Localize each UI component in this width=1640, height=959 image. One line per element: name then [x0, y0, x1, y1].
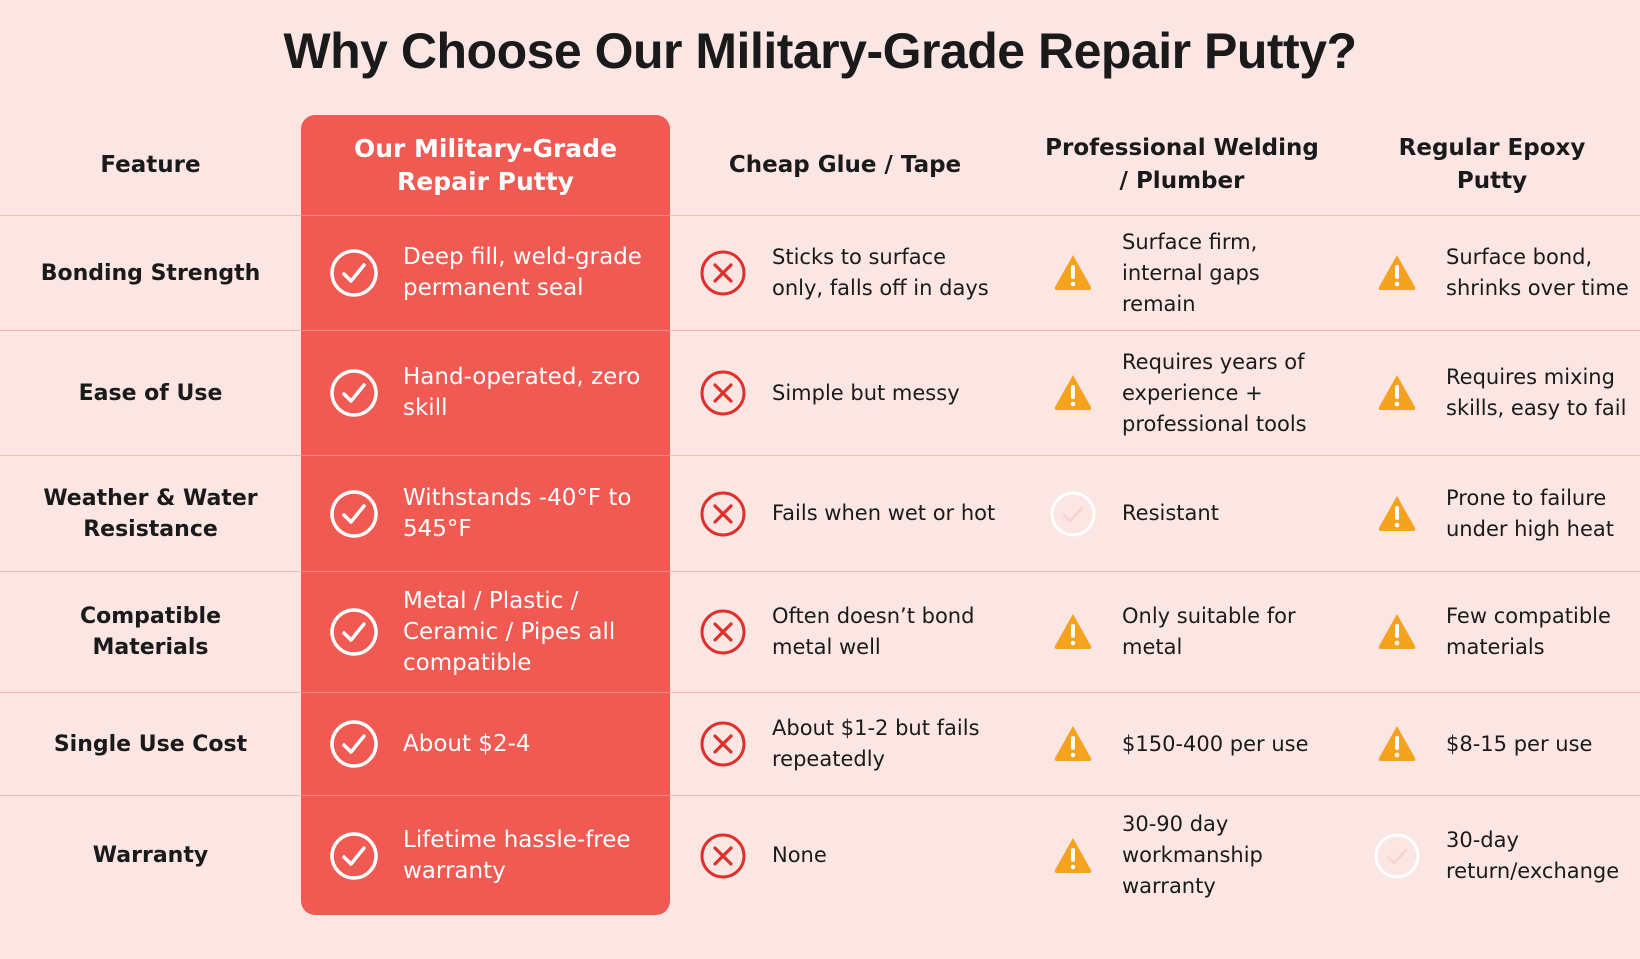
cell-text: 30-90 day workmanship warranty: [1122, 812, 1263, 898]
check-icon: [330, 831, 378, 880]
warning-icon: [1378, 726, 1416, 761]
comparison-cell: Requires years of experience + professio…: [1020, 330, 1344, 455]
comparison-cell: None: [670, 795, 1020, 915]
feature-label: Ease of Use: [0, 330, 301, 455]
title: Why Choose Our Military-Grade Repair Put…: [283, 23, 1357, 79]
cell-text: Simple but messy: [772, 380, 960, 405]
check-icon: [330, 608, 378, 656]
comparison-cell: $8-15 per use: [1344, 692, 1640, 795]
warning-icon: [1378, 375, 1416, 410]
comparison-cell: Requires mixing skills, easy to fail: [1344, 330, 1640, 455]
comparison-cell: Simple but messy: [670, 330, 1020, 455]
cell-text: Lifetime hassle-free warranty: [403, 826, 631, 884]
comparison-cell: Few compatible materials: [1344, 571, 1640, 692]
comparison-cell: Hand-operated, zero skill: [301, 330, 670, 455]
comparison-cell: About $1-2 but fails repeatedly: [670, 692, 1020, 795]
light-check-icon: [1374, 833, 1420, 878]
comparison-cell: Only suitable for metal: [1020, 571, 1344, 692]
feature-label: Compatible Materials: [0, 571, 301, 692]
comparison-cell: Metal / Plastic / Ceramic / Pipes all co…: [301, 571, 670, 692]
check-icon: [330, 249, 378, 297]
feature-label: Bonding Strength: [0, 215, 301, 330]
comparison-cell: Surface bond, shrinks over time: [1344, 215, 1640, 330]
cell-text: Hand-operated, zero skill: [403, 364, 641, 421]
cell-text: Resistant: [1122, 501, 1219, 525]
column-header: Our Military-Grade Repair Putty: [301, 115, 670, 215]
cross-icon: [700, 609, 746, 655]
cell-text: $8-15 per use: [1446, 731, 1593, 756]
check-icon: [330, 369, 378, 417]
cell-text: Fails when wet or hot: [772, 501, 996, 525]
warning-icon: [1054, 726, 1092, 761]
warning-icon: [1054, 614, 1092, 649]
cross-icon: [700, 250, 746, 296]
cross-icon: [700, 833, 746, 878]
feature-label: Warranty: [0, 795, 301, 915]
warning-icon: [1378, 495, 1416, 531]
cell-text: $150-400 per use: [1122, 731, 1309, 756]
column-header: Feature: [100, 151, 201, 178]
check-icon: [330, 489, 378, 538]
warning-icon: [1378, 255, 1416, 290]
check-icon: [330, 720, 378, 768]
cell-text: Requires mixing skills, easy to fail: [1446, 365, 1627, 420]
comparison-cell: $150-400 per use: [1020, 692, 1344, 795]
comparison-cell: Surface firm, internal gaps remain: [1020, 215, 1344, 330]
comparison-cell: Resistant: [1020, 455, 1344, 571]
comparison-cell: Deep fill, weld-grade permanent seal: [301, 215, 670, 330]
cell-text: Metal / Plastic / Ceramic / Pipes all co…: [403, 587, 616, 676]
cell-text: 30-day return/exchange: [1446, 827, 1620, 883]
cell-text: Requires years of experience + professio…: [1122, 349, 1307, 436]
warning-icon: [1054, 837, 1092, 873]
warning-icon: [1378, 614, 1416, 649]
cell-text: Deep fill, weld-grade permanent seal: [403, 244, 642, 301]
column-header: Cheap Glue / Tape: [728, 151, 962, 178]
column-header: Regular Epoxy Putty: [1398, 135, 1586, 194]
comparison-cell: 30-day return/exchange: [1344, 795, 1640, 915]
comparison-cell: 30-90 day workmanship warranty: [1020, 795, 1344, 915]
comparison-cell: Often doesn’t bond metal well: [670, 571, 1020, 692]
cell-text: Often doesn’t bond metal well: [772, 604, 975, 659]
cell-text: Withstands -40°F to 545°F: [403, 484, 632, 542]
cell-text: About $1-2 but fails repeatedly: [772, 716, 980, 771]
cell-text: Prone to failure under high heat: [1446, 485, 1614, 541]
cell-text: Only suitable for metal: [1122, 604, 1296, 659]
feature-label: Weather & Water Resistance: [0, 455, 301, 571]
cell-text: Surface bond, shrinks over time: [1446, 245, 1629, 300]
cross-icon: [700, 721, 746, 767]
cell-text: None: [772, 843, 827, 867]
cross-icon: [700, 491, 746, 536]
comparison-cell: Prone to failure under high heat: [1344, 455, 1640, 571]
warning-icon: [1054, 255, 1092, 290]
cell-text: About $2-4: [403, 730, 531, 757]
comparison-cell: About $2-4: [301, 692, 670, 795]
warning-icon: [1054, 375, 1092, 410]
comparison-cell: Withstands -40°F to 545°F: [301, 455, 670, 571]
comparison-cell: Fails when wet or hot: [670, 455, 1020, 571]
cell-text: Surface firm, internal gaps remain: [1122, 229, 1260, 316]
feature-label: Single Use Cost: [0, 692, 301, 795]
comparison-cell: Sticks to surface only, falls off in day…: [670, 215, 1020, 330]
comparison-cell: Lifetime hassle-free warranty: [301, 795, 670, 915]
cell-text: Sticks to surface only, falls off in day…: [772, 245, 989, 300]
comparison-table: Feature Our Military-Grade Repair Putty Ch…: [0, 115, 1640, 915]
column-header: Professional Welding / Plumber: [1045, 135, 1319, 194]
cell-text: Few compatible materials: [1446, 604, 1611, 659]
cross-icon: [700, 370, 746, 416]
light-check-icon: [1050, 491, 1096, 536]
